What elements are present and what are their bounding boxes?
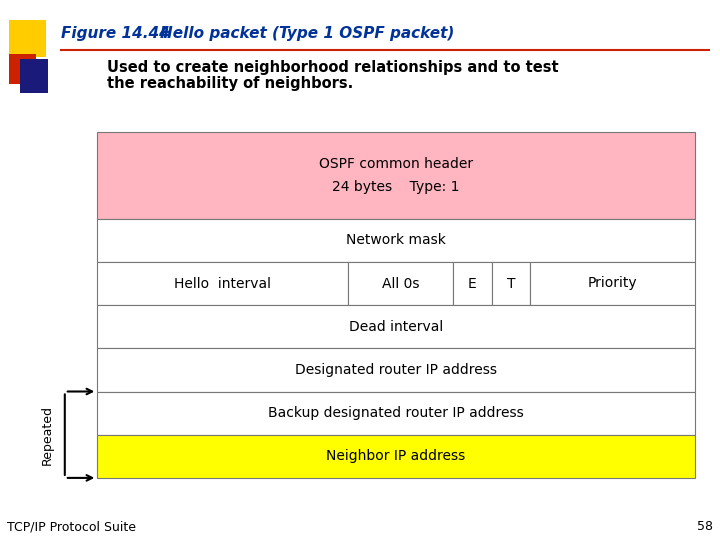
Text: Designated router IP address: Designated router IP address — [295, 363, 497, 377]
Bar — [97, 435, 695, 478]
Bar — [97, 392, 695, 435]
Text: Backup designated router IP address: Backup designated router IP address — [268, 406, 524, 420]
Bar — [9, 20, 46, 57]
Bar — [20, 59, 48, 93]
Bar — [97, 262, 348, 305]
Bar — [97, 219, 695, 262]
Text: 58: 58 — [697, 520, 713, 533]
Text: Network mask: Network mask — [346, 233, 446, 247]
Bar — [97, 305, 695, 348]
Text: Dead interval: Dead interval — [349, 320, 443, 334]
Text: TCP/IP Protocol Suite: TCP/IP Protocol Suite — [7, 520, 136, 533]
Text: Neighbor IP address: Neighbor IP address — [326, 449, 466, 463]
Text: Priority: Priority — [588, 276, 637, 291]
Text: Figure 14.44: Figure 14.44 — [61, 26, 170, 41]
Text: Repeated: Repeated — [40, 404, 53, 465]
Bar — [453, 262, 492, 305]
Bar — [97, 348, 695, 392]
Bar — [492, 262, 531, 305]
Bar — [9, 54, 36, 84]
Bar — [348, 262, 453, 305]
Text: Hello packet (Type 1 OSPF packet): Hello packet (Type 1 OSPF packet) — [139, 26, 454, 41]
Bar — [531, 262, 695, 305]
Text: OSPF common header: OSPF common header — [319, 157, 473, 171]
Text: 24 bytes    Type: 1: 24 bytes Type: 1 — [332, 180, 460, 194]
Text: Hello  interval: Hello interval — [174, 276, 271, 291]
Text: Used to create neighborhood relationships and to test: Used to create neighborhood relationship… — [107, 60, 558, 75]
Text: E: E — [468, 276, 477, 291]
Bar — [97, 132, 695, 219]
Text: T: T — [507, 276, 516, 291]
Text: All 0s: All 0s — [382, 276, 419, 291]
Text: the reachability of neighbors.: the reachability of neighbors. — [107, 76, 353, 91]
